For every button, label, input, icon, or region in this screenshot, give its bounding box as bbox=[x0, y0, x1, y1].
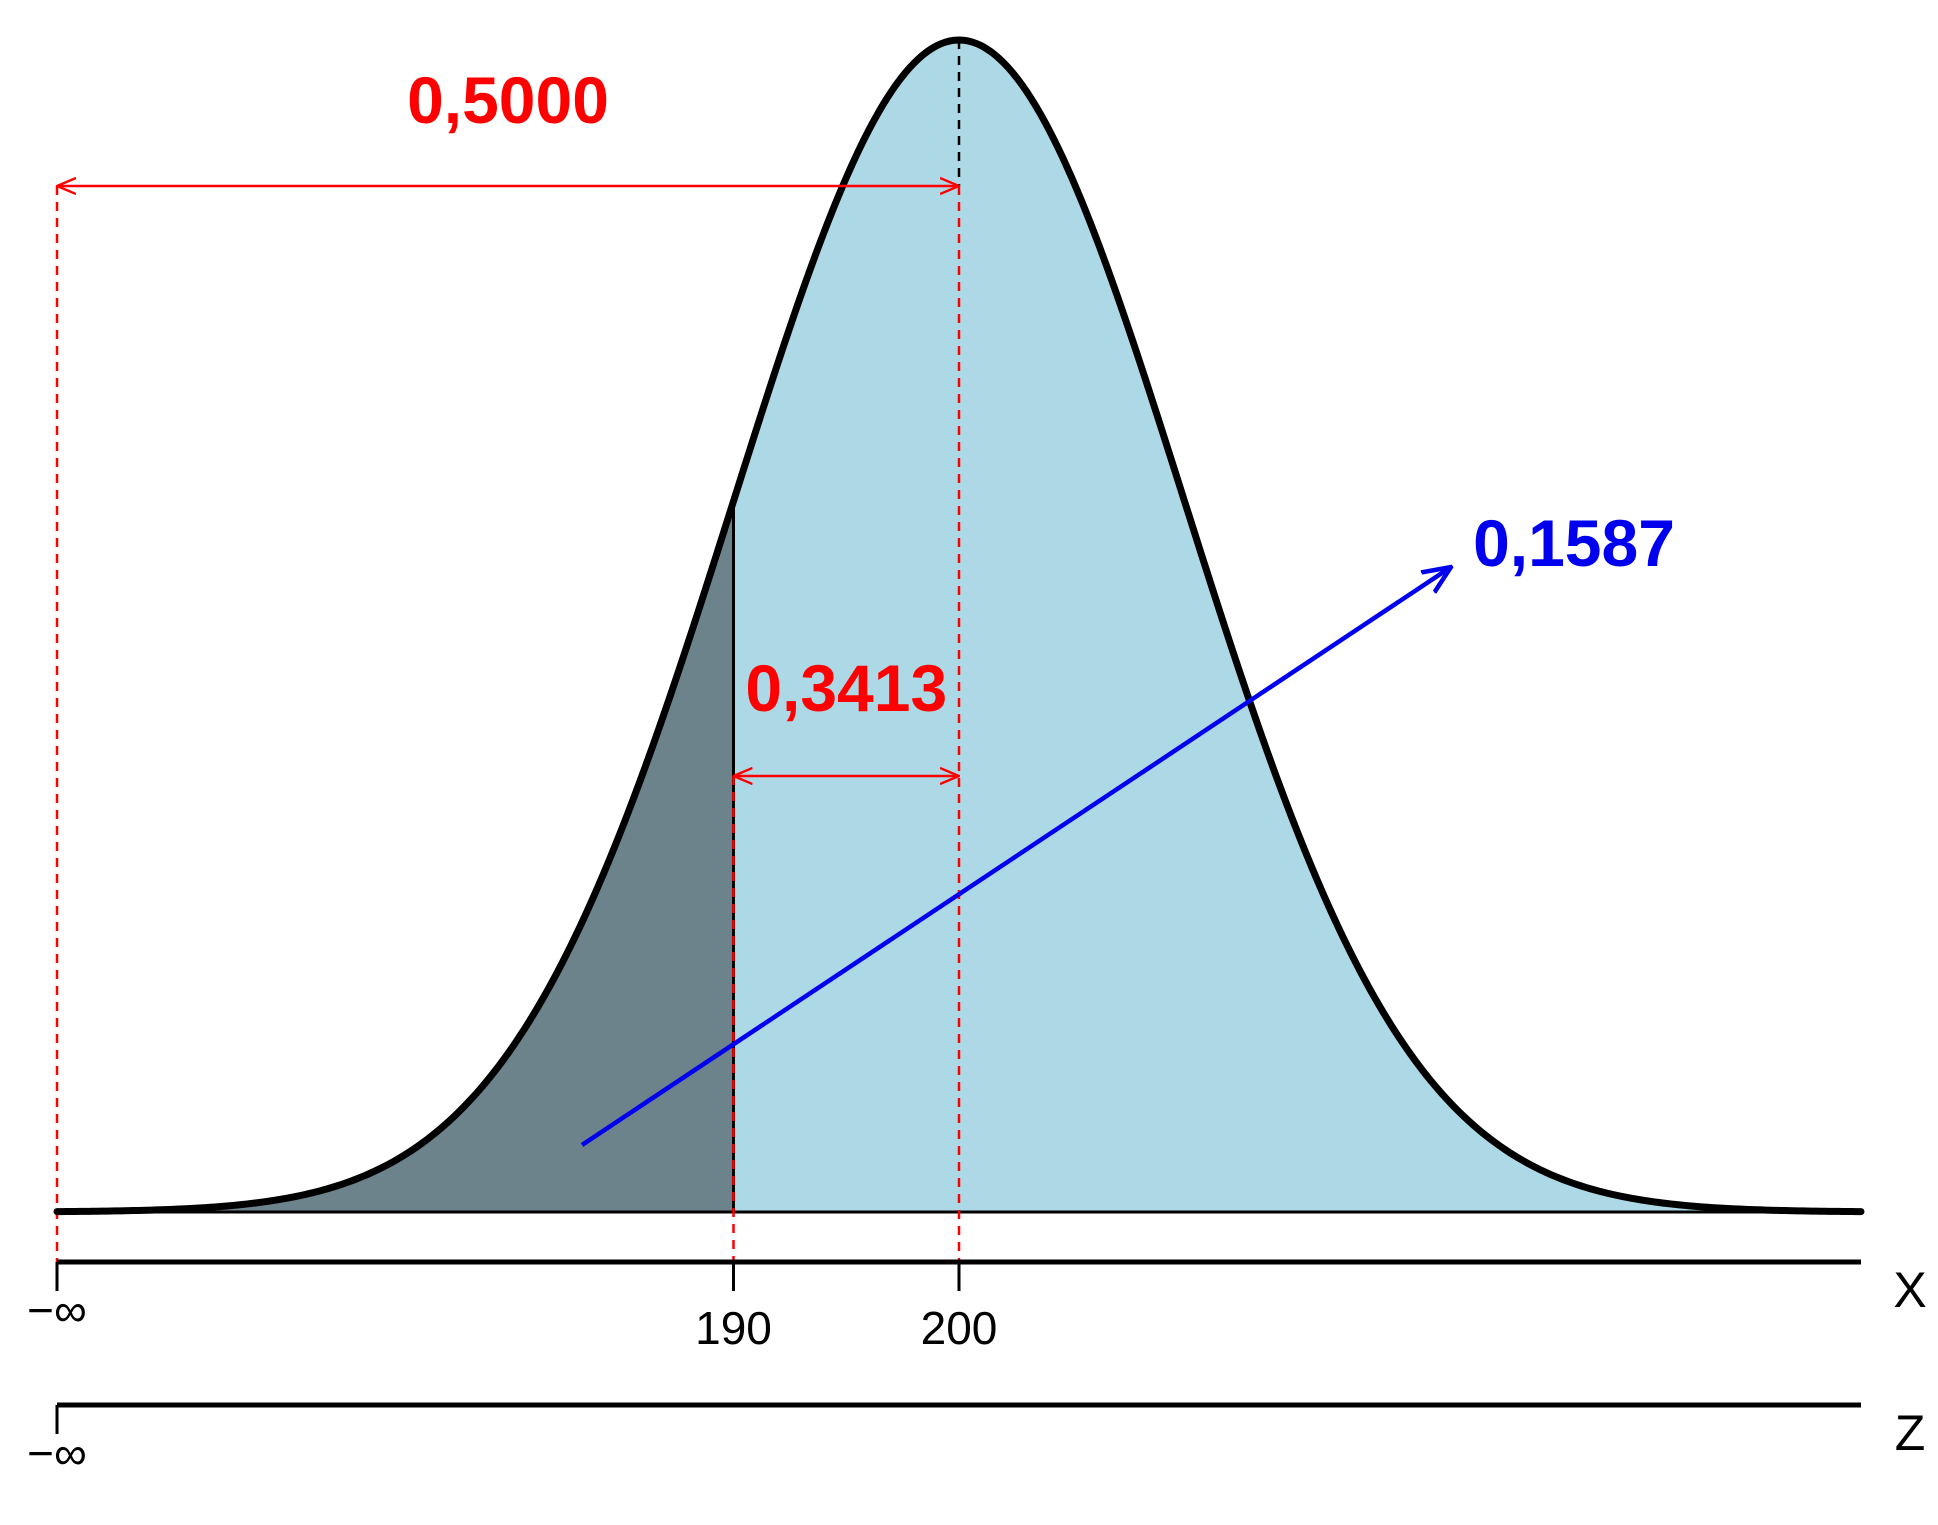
x-tick-label: 200 bbox=[921, 1302, 998, 1354]
z-axis-name: Z bbox=[1895, 1405, 1926, 1461]
area-fill-left-tail bbox=[57, 501, 734, 1212]
normal-density-curve bbox=[53, 36, 1865, 1216]
x-axis-name: X bbox=[1893, 1262, 1926, 1318]
label-probability-half: 0,5000 bbox=[407, 63, 609, 137]
z-tick-label: −∞ bbox=[27, 1427, 87, 1479]
label-probability-center: 0,3413 bbox=[745, 651, 947, 725]
label-probability-tail: 0,1587 bbox=[1473, 506, 1675, 580]
x-tick-label: −∞ bbox=[27, 1284, 87, 1336]
arrow-tail-area bbox=[580, 567, 1451, 1147]
x-tick-label: 190 bbox=[695, 1302, 772, 1354]
